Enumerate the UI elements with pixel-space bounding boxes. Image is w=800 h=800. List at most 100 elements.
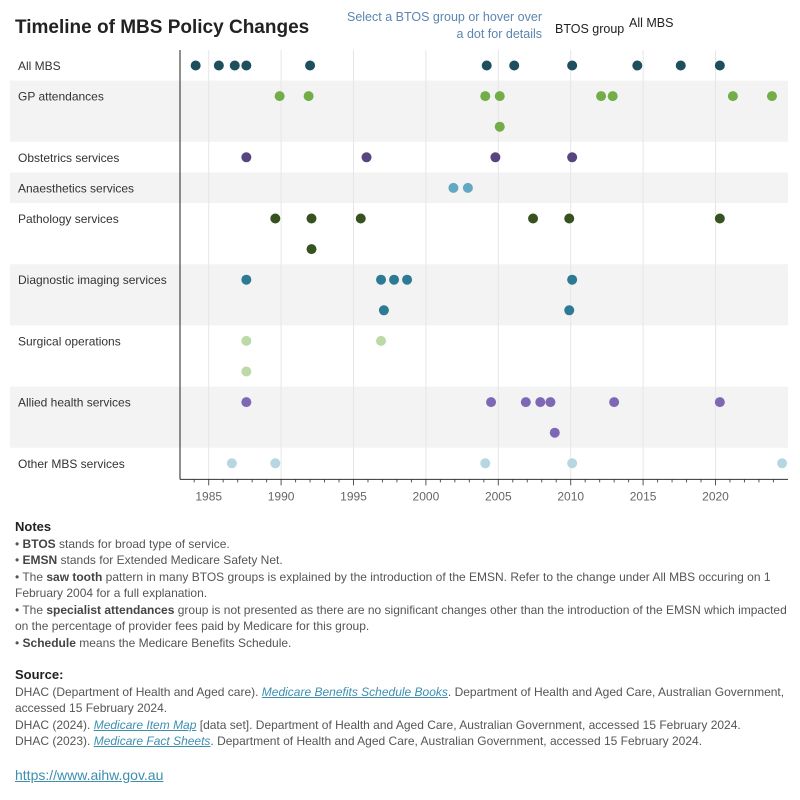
timeline-chart: 1985 1990 1995 2000 2005 2010 2015 2020 All MBS G… (10, 50, 788, 503)
event-dot[interactable] (490, 152, 501, 163)
row-label[interactable]: GP attendances (18, 90, 104, 104)
event-dot[interactable] (480, 458, 491, 469)
legend-btos-group[interactable]: BTOS group (555, 22, 625, 36)
x-tick-label: 2000 (413, 489, 440, 503)
event-dot[interactable] (361, 152, 372, 163)
row-label[interactable]: Diagnostic imaging services (18, 273, 167, 287)
row-label[interactable]: Surgical operations (18, 334, 121, 348)
note-item: • Schedule means the Medicare Benefits S… (15, 635, 292, 650)
event-dot[interactable] (376, 335, 387, 346)
event-dot[interactable] (528, 213, 539, 224)
x-tick-label: 2015 (630, 489, 657, 503)
event-dot[interactable] (549, 427, 560, 438)
event-dot[interactable] (241, 274, 252, 285)
x-tick-label: 2005 (485, 489, 512, 503)
row-label[interactable]: Allied health services (18, 396, 131, 410)
event-dot[interactable] (567, 458, 578, 469)
page-title: Timeline of MBS Policy Changes (15, 17, 310, 38)
event-dot[interactable] (632, 60, 643, 71)
source-item: DHAC (2023). Medicare Fact Sheets. Depar… (15, 734, 703, 748)
event-dot[interactable] (241, 60, 252, 71)
event-dot[interactable] (306, 213, 317, 224)
row-label[interactable]: Other MBS services (18, 457, 125, 471)
event-dot[interactable] (241, 366, 252, 377)
event-dot[interactable] (270, 213, 281, 224)
event-dot[interactable] (545, 397, 556, 408)
event-dot[interactable] (609, 397, 620, 408)
event-dot[interactable] (607, 91, 618, 102)
x-tick-label: 1990 (268, 489, 295, 503)
notes-heading: Notes (15, 519, 52, 534)
note-term: saw tooth (46, 569, 103, 584)
event-dot[interactable] (777, 458, 788, 469)
aihw-link[interactable]: https://www.aihw.gov.au (15, 767, 164, 783)
event-dot[interactable] (213, 60, 224, 71)
event-dot[interactable] (494, 91, 505, 102)
event-dot[interactable] (274, 91, 285, 102)
note-term: BTOS (22, 536, 56, 551)
event-dot[interactable] (486, 397, 497, 408)
event-dot[interactable] (766, 91, 777, 102)
event-dot[interactable] (714, 397, 725, 408)
event-dot[interactable] (270, 458, 281, 469)
x-tick-label: 1985 (195, 489, 222, 503)
event-dot[interactable] (494, 121, 505, 132)
event-dot[interactable] (402, 274, 413, 285)
source-item: DHAC (2024). Medicare Item Map [data set… (15, 717, 741, 732)
x-tick-label: 2020 (702, 489, 729, 503)
event-dot[interactable] (306, 244, 317, 255)
event-dot[interactable] (714, 213, 725, 224)
source-link[interactable]: Medicare Fact Sheets (93, 734, 211, 748)
event-dot[interactable] (567, 60, 578, 71)
event-dot[interactable] (241, 152, 252, 163)
event-dot[interactable] (509, 60, 520, 71)
event-dot[interactable] (303, 91, 314, 102)
event-dot[interactable] (675, 60, 686, 71)
row-label[interactable]: Obstetrics services (18, 151, 119, 165)
row-band (10, 264, 788, 326)
event-dot[interactable] (229, 60, 240, 71)
source-link[interactable]: Medicare Benefits Schedule Books (261, 684, 448, 699)
note-text: stands for broad type of service. (55, 536, 230, 551)
note-item: • EMSN stands for Extended Medicare Safe… (15, 553, 283, 567)
event-dot[interactable] (567, 152, 578, 163)
source-link[interactable]: Medicare Item Map (93, 717, 197, 732)
row-label[interactable]: All MBS (18, 59, 61, 73)
event-dot[interactable] (520, 397, 531, 408)
event-dot[interactable] (378, 305, 389, 316)
event-dot[interactable] (480, 91, 491, 102)
event-dot[interactable] (376, 274, 387, 285)
row-label[interactable]: Anaesthetics services (18, 181, 134, 195)
event-dot[interactable] (241, 335, 252, 346)
event-dot[interactable] (567, 274, 578, 285)
event-dot[interactable] (727, 91, 738, 102)
note-text: means the Medicare Benefits Schedule. (75, 635, 292, 650)
legend-all-mbs[interactable]: All MBS (629, 16, 674, 30)
notes-section: Notes • BTOS stands for broad type of se… (15, 519, 795, 750)
event-dot[interactable] (596, 91, 607, 102)
event-dot[interactable] (355, 213, 366, 224)
event-dot[interactable] (448, 182, 459, 193)
note-term: EMSN (22, 553, 58, 567)
event-dot[interactable] (241, 397, 252, 408)
event-dot[interactable] (535, 397, 546, 408)
event-dot[interactable] (564, 213, 575, 224)
x-tick-label: 1995 (340, 489, 367, 503)
event-dot[interactable] (389, 274, 400, 285)
row-band (10, 386, 788, 448)
event-dot[interactable] (564, 305, 575, 316)
source-item: DHAC (Department of Health and Aged care… (15, 684, 785, 716)
event-dot[interactable] (481, 60, 492, 71)
event-dot[interactable] (190, 60, 201, 71)
event-dot[interactable] (305, 60, 316, 71)
row-label[interactable]: Pathology services (18, 212, 119, 226)
event-dot[interactable] (714, 60, 725, 71)
note-item: • The saw tooth pattern in many BTOS gro… (15, 569, 771, 601)
row-band (10, 172, 788, 203)
note-item: • BTOS stands for broad type of service. (15, 536, 230, 551)
event-dot[interactable] (226, 458, 237, 469)
note-item: • The specialist attendances group is no… (15, 602, 787, 634)
event-dot[interactable] (462, 182, 473, 193)
note-text: group is not presented as there are no s… (15, 602, 787, 634)
